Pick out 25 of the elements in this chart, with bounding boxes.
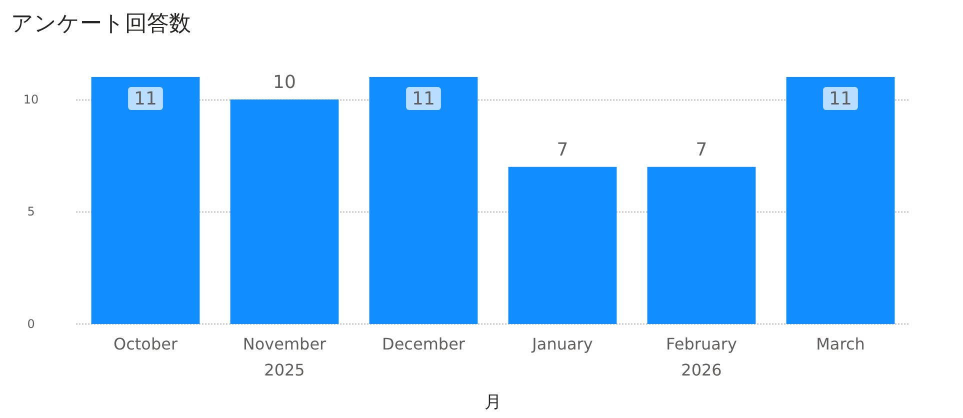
text: 2026 [681, 360, 722, 380]
data-label: 7 [696, 139, 708, 160]
x-tick-label: November [242, 334, 327, 354]
data-label: 11 [134, 88, 157, 110]
bar [369, 77, 478, 324]
data-label: 11 [412, 88, 435, 110]
bar [786, 77, 895, 324]
chart-title: アンケート回答数 [11, 12, 191, 36]
bar [230, 99, 339, 324]
x-tick-label: March [816, 334, 865, 354]
x-tick-label: February [666, 334, 737, 354]
bar [91, 77, 200, 324]
bar [508, 166, 617, 324]
data-label: 11 [829, 88, 852, 110]
x-axis-title: 月 [484, 392, 502, 412]
x-tick-label: October [113, 334, 178, 354]
x-tick-label: December [382, 334, 466, 354]
y-tick-label: 10 [23, 92, 39, 106]
x-tick-label: January [531, 334, 593, 354]
text: 2025 [264, 360, 305, 380]
y-tick-label: 5 [27, 204, 35, 219]
data-label: 10 [273, 72, 296, 93]
y-tick-label: 0 [27, 317, 35, 331]
bar [647, 166, 756, 324]
data-label: 7 [556, 139, 568, 160]
